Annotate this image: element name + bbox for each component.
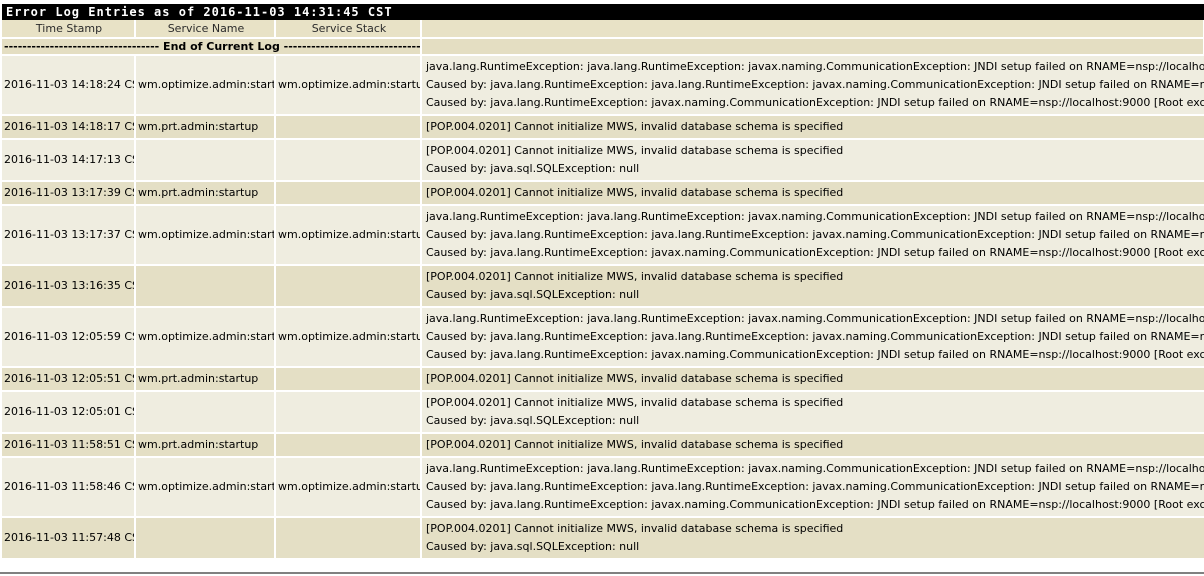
page-title: Error Log Entries as of 2016-11-03 14:31… — [2, 4, 1204, 20]
table-row: 2016-11-03 12:05:01 CST [POP.004.0201] Ca… — [2, 391, 1204, 434]
message-cell: [POP.004.0201] Cannot initialize MWS, in… — [421, 391, 1204, 434]
timestamp-cell: 2016-11-03 11:57:48 CST — [2, 517, 136, 560]
message-line: [POP.004.0201] Cannot initialize MWS, in… — [426, 396, 844, 409]
message-line: Caused by: java.sql.SQLException: null — [426, 288, 640, 301]
message-line: Caused by: java.lang.RuntimeException: j… — [426, 78, 1204, 91]
message-cell: [POP.004.0201] Cannot initialize MWS, in… — [421, 115, 1204, 140]
service-name-cell: wm.optimize.admin:startup — [135, 55, 276, 116]
service-name-cell: wm.optimize.admin:startup — [135, 205, 276, 266]
message-line: [POP.004.0201] Cannot initialize MWS, in… — [426, 120, 844, 133]
service-name-cell: wm.prt.admin:startup — [135, 115, 276, 140]
timestamp-cell: 2016-11-03 11:58:46 CST — [2, 457, 136, 518]
message-cell: java.lang.RuntimeException: java.lang.Ru… — [421, 307, 1204, 368]
message-line: [POP.004.0201] Cannot initialize MWS, in… — [426, 270, 844, 283]
message-cell: [POP.004.0201] Cannot initialize MWS, in… — [421, 139, 1204, 182]
service-stack-cell: wm.optimize.admin:startup — [275, 307, 422, 368]
service-stack-cell — [275, 181, 422, 206]
message-line: Caused by: java.lang.RuntimeException: j… — [426, 330, 1204, 343]
service-stack-cell — [275, 115, 422, 140]
message-line: [POP.004.0201] Cannot initialize MWS, in… — [426, 144, 844, 157]
error-log-table: Time Stamp Service Name Service Stack --… — [2, 20, 1204, 560]
end-of-log-spacer — [421, 38, 1204, 56]
log-body: ---------------------------------- End o… — [2, 38, 1204, 560]
timestamp-cell: 2016-11-03 13:17:39 CST — [2, 181, 136, 206]
message-line: [POP.004.0201] Cannot initialize MWS, in… — [426, 522, 844, 535]
message-line: [POP.004.0201] Cannot initialize MWS, in… — [426, 438, 844, 451]
service-name-cell: wm.prt.admin:startup — [135, 367, 276, 392]
service-stack-cell: wm.optimize.admin:startup — [275, 205, 422, 266]
message-line: java.lang.RuntimeException: java.lang.Ru… — [426, 462, 1204, 475]
table-row: 2016-11-03 13:17:39 CST wm.prt.admin:star… — [2, 181, 1204, 206]
service-stack-cell — [275, 433, 422, 458]
message-cell: [POP.004.0201] Cannot initialize MWS, in… — [421, 265, 1204, 308]
header-message — [421, 20, 1204, 39]
message-line: Caused by: java.sql.SQLException: null — [426, 540, 640, 553]
timestamp-cell: 2016-11-03 13:17:37 CST — [2, 205, 136, 266]
message-line: Caused by: java.lang.RuntimeException: j… — [426, 498, 1204, 511]
message-line: Caused by: java.lang.RuntimeException: j… — [426, 96, 1204, 109]
header-time-stamp: Time Stamp — [2, 20, 136, 39]
message-line: Caused by: java.sql.SQLException: null — [426, 414, 640, 427]
table-row: 2016-11-03 14:18:24 CST wm.optimize.admin… — [2, 55, 1204, 116]
table-row: 2016-11-03 12:05:59 CST wm.optimize.admin… — [2, 307, 1204, 368]
table-row: 2016-11-03 11:58:46 CST wm.optimize.admin… — [2, 457, 1204, 518]
service-stack-cell — [275, 391, 422, 434]
service-stack-cell — [275, 265, 422, 308]
message-line: [POP.004.0201] Cannot initialize MWS, in… — [426, 186, 844, 199]
table-row: 2016-11-03 13:17:37 CST wm.optimize.admin… — [2, 205, 1204, 266]
message-cell: java.lang.RuntimeException: java.lang.Ru… — [421, 205, 1204, 266]
message-cell: java.lang.RuntimeException: java.lang.Ru… — [421, 55, 1204, 116]
table-row: 2016-11-03 14:17:13 CST [POP.004.0201] Ca… — [2, 139, 1204, 182]
timestamp-cell: 2016-11-03 13:16:35 CST — [2, 265, 136, 308]
timestamp-cell: 2016-11-03 14:18:24 CST — [2, 55, 136, 116]
table-row: 2016-11-03 12:05:51 CST wm.prt.admin:star… — [2, 367, 1204, 392]
bottom-divider — [0, 572, 1204, 574]
message-cell: java.lang.RuntimeException: java.lang.Ru… — [421, 457, 1204, 518]
message-line: Caused by: java.lang.RuntimeException: j… — [426, 480, 1204, 493]
service-name-cell — [135, 517, 276, 560]
header-service-stack: Service Stack — [275, 20, 422, 39]
message-line: Caused by: java.lang.RuntimeException: j… — [426, 228, 1204, 241]
end-of-log-marker: ---------------------------------- End o… — [2, 38, 422, 56]
timestamp-cell: 2016-11-03 12:05:51 CST — [2, 367, 136, 392]
service-name-cell: wm.prt.admin:startup — [135, 433, 276, 458]
message-line: java.lang.RuntimeException: java.lang.Ru… — [426, 312, 1204, 325]
message-line: Caused by: java.sql.SQLException: null — [426, 162, 640, 175]
timestamp-cell: 2016-11-03 14:17:13 CST — [2, 139, 136, 182]
service-stack-cell: wm.optimize.admin:startup — [275, 55, 422, 116]
message-line: [POP.004.0201] Cannot initialize MWS, in… — [426, 372, 844, 385]
timestamp-cell: 2016-11-03 14:18:17 CST — [2, 115, 136, 140]
service-name-cell: wm.optimize.admin:startup — [135, 307, 276, 368]
message-cell: [POP.004.0201] Cannot initialize MWS, in… — [421, 181, 1204, 206]
message-line: Caused by: java.lang.RuntimeException: j… — [426, 348, 1204, 361]
service-name-cell — [135, 391, 276, 434]
table-header-row: Time Stamp Service Name Service Stack — [2, 20, 1204, 39]
message-cell: [POP.004.0201] Cannot initialize MWS, in… — [421, 367, 1204, 392]
timestamp-cell: 2016-11-03 12:05:01 CST — [2, 391, 136, 434]
message-cell: [POP.004.0201] Cannot initialize MWS, in… — [421, 433, 1204, 458]
table-row: 2016-11-03 11:58:51 CST wm.prt.admin:star… — [2, 433, 1204, 458]
timestamp-cell: 2016-11-03 12:05:59 CST — [2, 307, 136, 368]
service-name-cell — [135, 139, 276, 182]
error-log-panel: Error Log Entries as of 2016-11-03 14:31… — [2, 4, 1204, 560]
header-service-name: Service Name — [135, 20, 276, 39]
message-line: java.lang.RuntimeException: java.lang.Ru… — [426, 210, 1204, 223]
service-stack-cell — [275, 139, 422, 182]
table-row: 2016-11-03 14:18:17 CST wm.prt.admin:star… — [2, 115, 1204, 140]
service-name-cell: wm.optimize.admin:startup — [135, 457, 276, 518]
message-cell: [POP.004.0201] Cannot initialize MWS, in… — [421, 517, 1204, 560]
service-stack-cell: wm.optimize.admin:startup — [275, 457, 422, 518]
message-line: java.lang.RuntimeException: java.lang.Ru… — [426, 60, 1204, 73]
timestamp-cell: 2016-11-03 11:58:51 CST — [2, 433, 136, 458]
message-line: Caused by: java.lang.RuntimeException: j… — [426, 246, 1204, 259]
service-name-cell — [135, 265, 276, 308]
service-stack-cell — [275, 367, 422, 392]
table-row: 2016-11-03 11:57:48 CST [POP.004.0201] Ca… — [2, 517, 1204, 560]
service-stack-cell — [275, 517, 422, 560]
end-of-log-row: ---------------------------------- End o… — [2, 38, 1204, 56]
table-row: 2016-11-03 13:16:35 CST [POP.004.0201] Ca… — [2, 265, 1204, 308]
service-name-cell: wm.prt.admin:startup — [135, 181, 276, 206]
